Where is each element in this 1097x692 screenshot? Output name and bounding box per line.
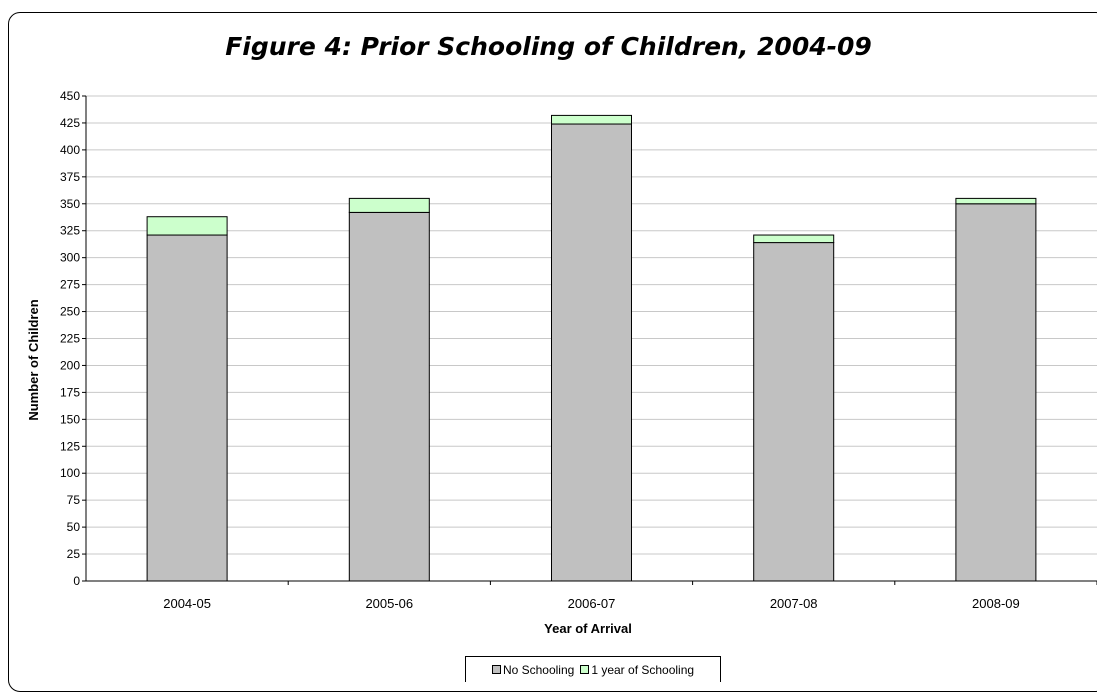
y-tick-label: 175 [60,385,80,399]
y-tick-label: 375 [60,170,80,184]
legend-label-no-schooling: No Schooling [502,662,575,677]
y-tick-label: 350 [60,197,80,211]
bar-segment-1-year-schooling [955,197,1037,205]
legend-swatch-1-year-schooling [580,665,590,674]
axes: 0 25 50 75 100 125 150 175 200 225 250 275 300 325 350… [60,89,1097,611]
y-tick-label: 250 [60,305,80,319]
legend-item-no-schooling: No Schooling [491,662,575,677]
y-tick-label: 150 [60,412,80,426]
y-axis-label: Number of Children [26,299,41,420]
y-tick-label: 125 [60,439,80,453]
y-tick-label: 200 [60,358,80,372]
y-tick-label: 25 [67,547,81,561]
legend-item-1-year-schooling: 1 year of Schooling [580,663,694,677]
x-tick-label: 2007-08 [770,596,818,611]
x-tick-label: 2006-07 [568,596,616,611]
x-axis-label: Year of Arrival [544,621,632,636]
y-tick-label: 75 [67,493,81,507]
bar-segment-no-schooling [955,203,1037,582]
x-tick-label: 2008-09 [972,596,1020,611]
y-tick-label: 400 [60,143,80,157]
x-tick-label: 2004-05 [163,596,211,611]
y-tick-label: 50 [67,520,81,534]
y-tick-label: 425 [60,116,80,130]
legend-label-1-year-schooling: 1 year of Schooling [591,662,695,677]
y-tick-label: 275 [60,278,80,292]
y-tick-label: 225 [60,332,80,346]
bar-segment-1-year-schooling [348,197,430,213]
y-tick-label: 100 [60,466,80,480]
bar-segment-1-year-schooling [551,114,632,125]
y-tick-label: 325 [60,224,80,238]
bars [146,114,1037,582]
legend-swatch-no-schooling [491,665,501,674]
bar-segment-1-year-schooling [753,234,835,244]
y-tick-label: 0 [73,574,80,588]
y-tick-label: 450 [60,89,80,103]
legend: No Schooling 1 year of Schooling [465,656,721,682]
bar-segment-no-schooling [348,211,430,582]
bar-segment-no-schooling [146,234,228,582]
bar-segment-no-schooling [753,242,835,582]
bar-segment-1-year-schooling [146,216,228,236]
x-tick-label: 2005-06 [365,596,413,611]
bar-segment-no-schooling [551,123,632,582]
chart-title: Figure 4: Prior Schooling of Children, 2… [225,32,872,61]
y-tick-label: 300 [60,251,80,265]
